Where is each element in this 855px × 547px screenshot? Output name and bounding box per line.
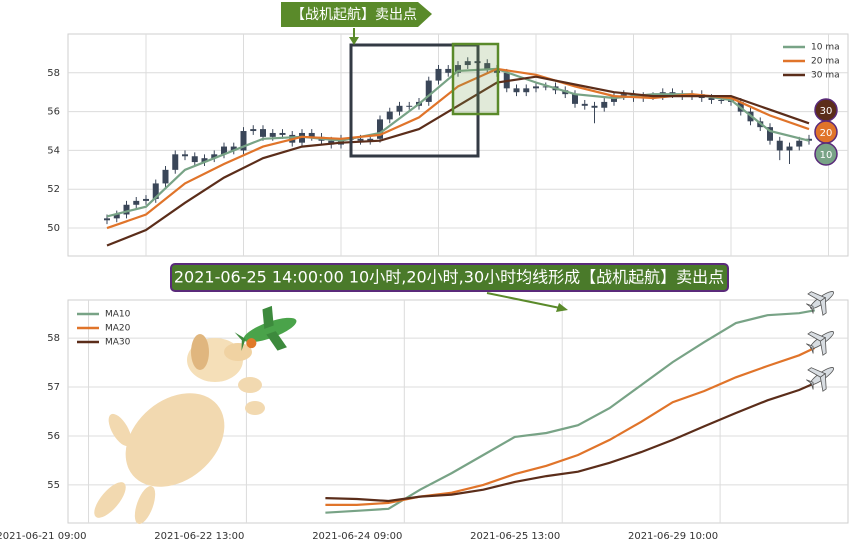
legend-label: MA30 [105, 338, 131, 348]
y-tick-label: 55 [47, 480, 60, 491]
candle-body [260, 129, 266, 137]
candle-body [445, 68, 452, 73]
candle-body [250, 129, 257, 132]
candle-body [796, 140, 803, 147]
candle-body [601, 101, 608, 108]
annotation-arrow [281, 2, 432, 27]
y-tick-label: 52 [47, 184, 60, 195]
candle-body [620, 94, 627, 97]
candle-body [143, 198, 149, 201]
candle-body [718, 99, 725, 101]
y-tick-label: 56 [47, 431, 60, 442]
candle-body [308, 132, 315, 137]
candle-body [425, 80, 432, 102]
candle-body [172, 154, 179, 170]
ma-line [106, 67, 810, 230]
candle-body [201, 158, 208, 163]
candle-body [523, 88, 530, 93]
top-chart: 50 52 54 56 58 30 20 10 10 ma 20 ma 30 ma [47, 34, 848, 256]
candle-body [708, 98, 715, 100]
candle-body [357, 138, 364, 141]
candle-body [123, 204, 130, 215]
candle-body [240, 131, 247, 151]
candle-body [377, 119, 383, 139]
x-tick-label: 2021-06-25 13:00 [470, 531, 560, 542]
candle-body [767, 127, 773, 141]
y-tick-label: 58 [47, 333, 60, 344]
plane-icons [806, 291, 835, 392]
banner-pointer [486, 292, 561, 309]
annotation-pointer-head [349, 37, 359, 45]
candle-body [581, 103, 588, 106]
x-tick-label: 2021-06-21 09:00 [0, 531, 87, 542]
legend-label: 30 ma [811, 71, 840, 81]
end-label: 10 [820, 150, 833, 161]
candle-body [776, 140, 783, 151]
candle-body [455, 65, 461, 73]
candle-body [396, 105, 403, 112]
candle-body [269, 132, 276, 137]
end-label: 30 [820, 106, 833, 117]
candle-body [211, 154, 218, 159]
banner-pointer-head [556, 303, 568, 312]
plane-toy [234, 305, 297, 352]
candle-body [542, 86, 549, 88]
y-tick-label: 50 [47, 223, 60, 234]
candle-body [191, 156, 198, 163]
bottom-chart: 55 56 57 58 2021-06-21 09:00 2021-06-22 13:00… [0, 300, 848, 542]
annotation-text: 【战机起航】卖出点 [291, 7, 417, 23]
banner [170, 263, 729, 292]
candle-body [133, 200, 140, 205]
candle-body [104, 218, 110, 221]
dog-illustration [94, 334, 265, 524]
y-tick-label: 54 [47, 145, 60, 156]
candle-body [591, 105, 598, 108]
x-tick-label: 2021-06-22 13:00 [154, 531, 244, 542]
x-tick-label: 2021-06-29 10:00 [628, 531, 718, 542]
candle-body [386, 111, 393, 120]
signal-box [451, 42, 500, 116]
candle-body [113, 214, 120, 219]
candle-body [484, 63, 491, 69]
candle-body [279, 132, 286, 135]
legend-label: 20 ma [811, 57, 840, 67]
x-tick-label: 2021-06-24 09:00 [312, 531, 402, 542]
candle-body [513, 88, 520, 93]
candle-body [786, 146, 793, 151]
y-tick-label: 58 [47, 68, 60, 79]
candle-body [406, 105, 413, 107]
candle-body [533, 86, 539, 89]
legend-label: MA10 [105, 310, 131, 320]
candle-body [435, 68, 442, 81]
ma-line [325, 382, 816, 503]
candle-body [152, 183, 159, 199]
ma-line [106, 75, 810, 247]
candle-body [230, 146, 237, 151]
end-label-badge [814, 142, 838, 166]
legend-label: MA20 [105, 324, 131, 334]
end-label: 20 [820, 128, 833, 139]
candle-body [367, 138, 374, 141]
highlight-box [349, 43, 480, 158]
banner-title: 2021-06-25 14:00:00 10小时,20小时,30小时均线形成【战… [174, 268, 724, 287]
ma-line [325, 309, 815, 514]
y-tick-label: 56 [47, 107, 60, 118]
candle-body [182, 154, 188, 157]
legend-label: 10 ma [811, 43, 840, 53]
candle-body [464, 61, 471, 66]
candle-body [572, 94, 578, 104]
candle-body [221, 146, 227, 155]
y-tick-label: 57 [47, 382, 60, 393]
candle-body [162, 169, 169, 184]
